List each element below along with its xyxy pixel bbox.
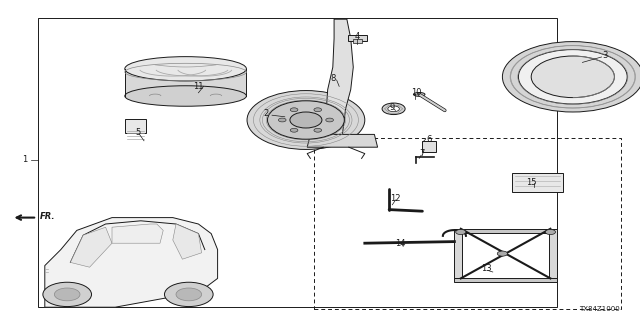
Text: 2: 2 (263, 109, 268, 118)
Polygon shape (45, 218, 218, 307)
Circle shape (54, 288, 80, 301)
FancyBboxPatch shape (512, 173, 563, 192)
Ellipse shape (125, 86, 246, 106)
Circle shape (518, 50, 627, 104)
Polygon shape (173, 224, 202, 259)
Circle shape (164, 282, 213, 307)
Bar (353, 39, 362, 43)
Circle shape (531, 56, 614, 98)
Circle shape (43, 282, 92, 307)
Text: 13: 13 (481, 264, 492, 273)
Circle shape (502, 42, 640, 112)
Bar (454, 229, 462, 278)
Circle shape (314, 108, 321, 112)
Bar (38, 18, 557, 307)
Circle shape (291, 108, 298, 112)
Text: 12: 12 (390, 194, 400, 203)
Bar (464, 229, 547, 233)
Text: 6: 6 (426, 135, 431, 144)
Text: 5: 5 (135, 128, 140, 137)
Text: 9: 9 (389, 103, 394, 112)
Polygon shape (326, 19, 353, 134)
Text: 7: 7 (420, 149, 425, 158)
Bar (348, 35, 367, 41)
Circle shape (247, 91, 365, 149)
Text: 14: 14 (395, 239, 405, 248)
Bar (125, 119, 146, 133)
Circle shape (290, 112, 322, 128)
Text: 15: 15 (526, 178, 536, 187)
Text: 1: 1 (22, 156, 27, 164)
Text: 4: 4 (355, 32, 360, 41)
Circle shape (382, 103, 405, 115)
Circle shape (268, 101, 344, 139)
Ellipse shape (413, 92, 425, 96)
Circle shape (176, 288, 202, 301)
Bar (314, 138, 621, 309)
Circle shape (314, 128, 321, 132)
Polygon shape (112, 224, 163, 243)
Circle shape (497, 251, 508, 256)
Circle shape (545, 229, 556, 235)
Circle shape (278, 118, 286, 122)
Bar (549, 229, 557, 278)
Circle shape (388, 106, 399, 112)
Polygon shape (422, 141, 436, 152)
Bar (125, 69, 246, 96)
Text: TX84Z1000: TX84Z1000 (579, 306, 620, 312)
Text: 11: 11 (193, 82, 204, 91)
Polygon shape (307, 134, 378, 147)
Bar (454, 278, 557, 282)
Circle shape (326, 118, 333, 122)
Ellipse shape (125, 57, 246, 81)
Text: 3: 3 (602, 52, 607, 60)
Circle shape (291, 128, 298, 132)
Circle shape (456, 229, 466, 235)
Text: FR.: FR. (40, 212, 55, 221)
Text: 8: 8 (330, 74, 335, 83)
Text: 10: 10 (411, 88, 421, 97)
Polygon shape (70, 227, 112, 267)
